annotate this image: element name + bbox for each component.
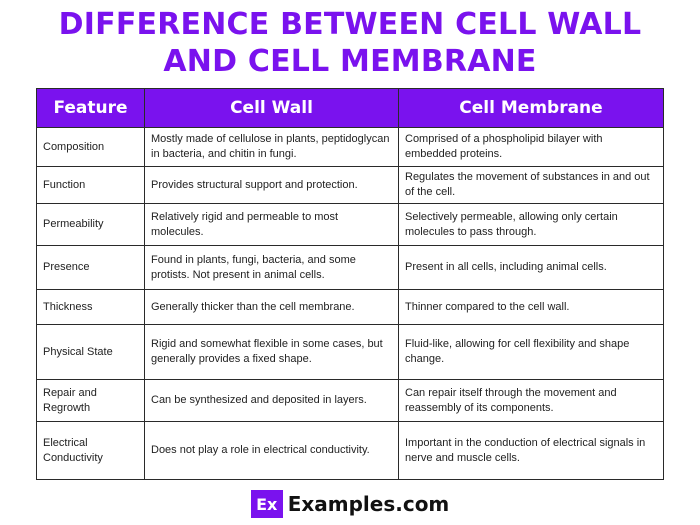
header-cell-wall: Cell Wall (144, 88, 399, 128)
cell-wall-cell: Rigid and somewhat flexible in some case… (144, 324, 399, 380)
title-line-1: DIFFERENCE BETWEEN CELL WALL (58, 7, 642, 42)
title-line-2: AND CELL MEMBRANE (163, 44, 537, 79)
table-row: Repair and Regrowth Can be synthesized a… (36, 379, 664, 422)
header-cell-membrane: Cell Membrane (398, 88, 664, 128)
table-row: Thickness Generally thicker than the cel… (36, 289, 664, 325)
footer-logo: Ex Examples.com (0, 490, 700, 518)
page-title: DIFFERENCE BETWEEN CELL WALL AND CELL ME… (0, 6, 700, 80)
cell-wall-cell: Relatively rigid and permeable to most m… (144, 203, 399, 246)
examples-logo-icon: Ex (250, 490, 283, 518)
cell-wall-cell: Generally thicker than the cell membrane… (144, 289, 399, 325)
feature-cell: Presence (36, 245, 145, 290)
table-row: Function Provides structural support and… (36, 166, 664, 204)
cell-membrane-cell: Present in all cells, including animal c… (398, 245, 664, 290)
cell-membrane-cell: Regulates the movement of substances in … (398, 166, 664, 204)
table-row: Presence Found in plants, fungi, bacteri… (36, 245, 664, 290)
feature-cell: Thickness (36, 289, 145, 325)
cell-membrane-cell: Selectively permeable, allowing only cer… (398, 203, 664, 246)
header-row: Feature Cell Wall Cell Membrane (36, 88, 664, 128)
feature-cell: Electrical Conductivity (36, 421, 145, 480)
table-row: Composition Mostly made of cellulose in … (36, 127, 664, 167)
examples-logo-text: Examples.com (287, 492, 450, 516)
cell-wall-cell: Found in plants, fungi, bacteria, and so… (144, 245, 399, 290)
feature-cell: Function (36, 166, 145, 204)
cell-membrane-cell: Can repair itself through the movement a… (398, 379, 664, 422)
feature-cell: Permeability (36, 203, 145, 246)
cell-wall-cell: Does not play a role in electrical condu… (144, 421, 399, 480)
cell-membrane-cell: Thinner compared to the cell wall. (398, 289, 664, 325)
comparison-table: Feature Cell Wall Cell Membrane Composit… (36, 88, 664, 480)
cell-membrane-cell: Important in the conduction of electrica… (398, 421, 664, 480)
table-row: Physical State Rigid and somewhat flexib… (36, 324, 664, 380)
cell-wall-cell: Provides structural support and protecti… (144, 166, 399, 204)
cell-wall-cell: Can be synthesized and deposited in laye… (144, 379, 399, 422)
table-row: Electrical Conductivity Does not play a … (36, 421, 664, 480)
cell-wall-cell: Mostly made of cellulose in plants, pept… (144, 127, 399, 167)
feature-cell: Repair and Regrowth (36, 379, 145, 422)
cell-membrane-cell: Comprised of a phospholipid bilayer with… (398, 127, 664, 167)
header-feature: Feature (36, 88, 145, 128)
cell-membrane-cell: Fluid-like, allowing for cell flexibilit… (398, 324, 664, 380)
feature-cell: Composition (36, 127, 145, 167)
table-row: Permeability Relatively rigid and permea… (36, 203, 664, 246)
feature-cell: Physical State (36, 324, 145, 380)
